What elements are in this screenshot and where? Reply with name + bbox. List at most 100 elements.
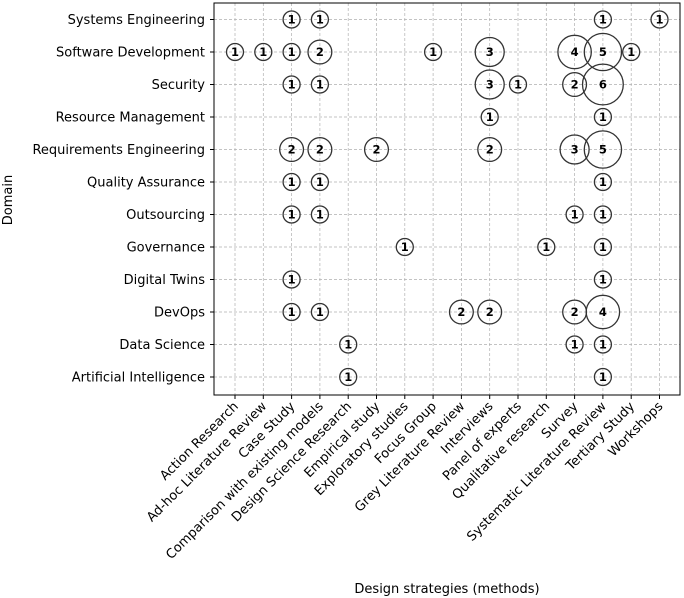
bubble-value-label: 1: [316, 78, 324, 92]
bubble: [282, 205, 301, 224]
bubble: [339, 335, 358, 354]
bubble: [480, 107, 499, 127]
bubble-value-label: 5: [599, 45, 607, 59]
y-tick-label: Systems Engineering: [68, 13, 205, 28]
bubble-value-label: 1: [599, 208, 607, 222]
bubble: [593, 10, 613, 29]
bubbles: 1 1 1 1 1 1 1 2 1 3 4 5 1 1 1 3 1 2 6 1 1 2 2 2 2 3 5 1 1 1 1 1 1 1 1 1 1 1 1 1…: [225, 10, 669, 387]
bubble: [583, 130, 623, 169]
bubble: [565, 335, 584, 354]
bubble: [565, 205, 584, 224]
bubble: [279, 136, 305, 163]
bubble: [557, 34, 592, 70]
y-tick-label: Software Development: [56, 46, 205, 61]
x-axis-label: Design strategies (methods): [354, 582, 539, 597]
bubble-value-label: 1: [599, 110, 607, 124]
bubble-value-label: 2: [486, 305, 494, 319]
bubble-value-label: 1: [627, 45, 635, 59]
bubble: [254, 42, 273, 62]
bubble-value-label: 1: [401, 240, 409, 254]
y-tick-label: Requirements Engineering: [32, 143, 205, 158]
bubble: [310, 10, 330, 29]
bubble-value-label: 2: [316, 45, 324, 59]
bubble-value-label: 1: [571, 208, 579, 222]
bubble-value-label: 2: [288, 143, 296, 157]
bubble: [593, 367, 613, 387]
bubble: [650, 10, 669, 29]
bubble: [559, 134, 590, 165]
y-tick-label: Data Science: [119, 338, 205, 353]
bubble: [310, 172, 330, 192]
bubble: [593, 270, 613, 289]
bubble-value-label: 3: [486, 45, 494, 59]
bubble-value-label: 1: [571, 338, 579, 352]
bubble: [307, 39, 333, 65]
bubble-value-label: 1: [655, 13, 663, 27]
y-tick-label: Quality Assurance: [87, 176, 205, 191]
bubble: [508, 75, 528, 94]
bubble: [537, 237, 556, 257]
bubble: [583, 32, 623, 72]
y-axis-label: Domain: [1, 175, 16, 225]
bubble: [593, 335, 613, 354]
bubble: [363, 136, 390, 163]
bubble: [310, 75, 330, 94]
bubble-value-label: 1: [486, 110, 494, 124]
grid: [214, 3, 680, 395]
bubble: [562, 71, 588, 98]
bubble: [477, 299, 503, 325]
bubble-value-label: 1: [316, 305, 324, 319]
bubble-value-label: 1: [259, 45, 267, 59]
bubble-value-label: 2: [486, 143, 494, 157]
bubble: [282, 172, 301, 192]
bubble: [477, 136, 503, 163]
bubble-value-label: 1: [599, 370, 607, 384]
bubble-value-label: 3: [486, 78, 494, 92]
bubble: [307, 136, 333, 163]
bubble: [282, 270, 301, 289]
plot-frame: [213, 2, 681, 396]
bubble-value-label: 1: [316, 175, 324, 189]
y-tick-label: Artificial Intelligence: [72, 371, 205, 386]
bubble-value-label: 2: [571, 305, 579, 319]
bubble-value-label: 6: [599, 78, 607, 92]
bubble-value-label: 3: [571, 143, 579, 157]
bubble-value-label: 1: [599, 240, 607, 254]
bubble-value-label: 1: [288, 305, 296, 319]
y-tick-label: Digital Twins: [124, 273, 206, 288]
bubble: [581, 63, 624, 106]
bubble: [282, 42, 301, 62]
bubble-value-label: 1: [288, 45, 296, 59]
bubble: [622, 42, 641, 62]
bubble-value-label: 1: [288, 273, 296, 287]
bubble: [339, 367, 358, 387]
bubble-value-label: 2: [571, 78, 579, 92]
y-tick-label: DevOps: [154, 306, 205, 321]
bubble-value-label: 4: [599, 305, 607, 319]
bubble-value-label: 1: [599, 13, 607, 27]
bubble-value-label: 2: [316, 143, 324, 157]
bubble: [310, 205, 330, 224]
bubble-value-label: 1: [288, 78, 296, 92]
bubble-value-label: 1: [542, 240, 550, 254]
bubble: [474, 69, 505, 100]
y-tick-label: Resource Management: [56, 111, 205, 126]
bubble-value-label: 1: [316, 208, 324, 222]
y-tick-label: Outsourcing: [126, 208, 205, 223]
bubble: [474, 36, 505, 68]
y-axis-ticks: Artificial Intelligence Data Science DevOp…: [32, 13, 214, 386]
bubble-value-label: 1: [288, 175, 296, 189]
bubble: [593, 237, 613, 257]
bubble: [282, 75, 301, 94]
bubble-value-label: 1: [599, 273, 607, 287]
bubble: [423, 42, 443, 62]
bubble-value-label: 1: [316, 13, 324, 27]
bubble-value-label: 2: [372, 143, 380, 157]
bubble: [448, 299, 474, 325]
bubble-value-label: 1: [429, 45, 437, 59]
bubble: [395, 237, 414, 257]
bubble-value-label: 5: [599, 143, 607, 157]
bubble: [310, 302, 330, 322]
